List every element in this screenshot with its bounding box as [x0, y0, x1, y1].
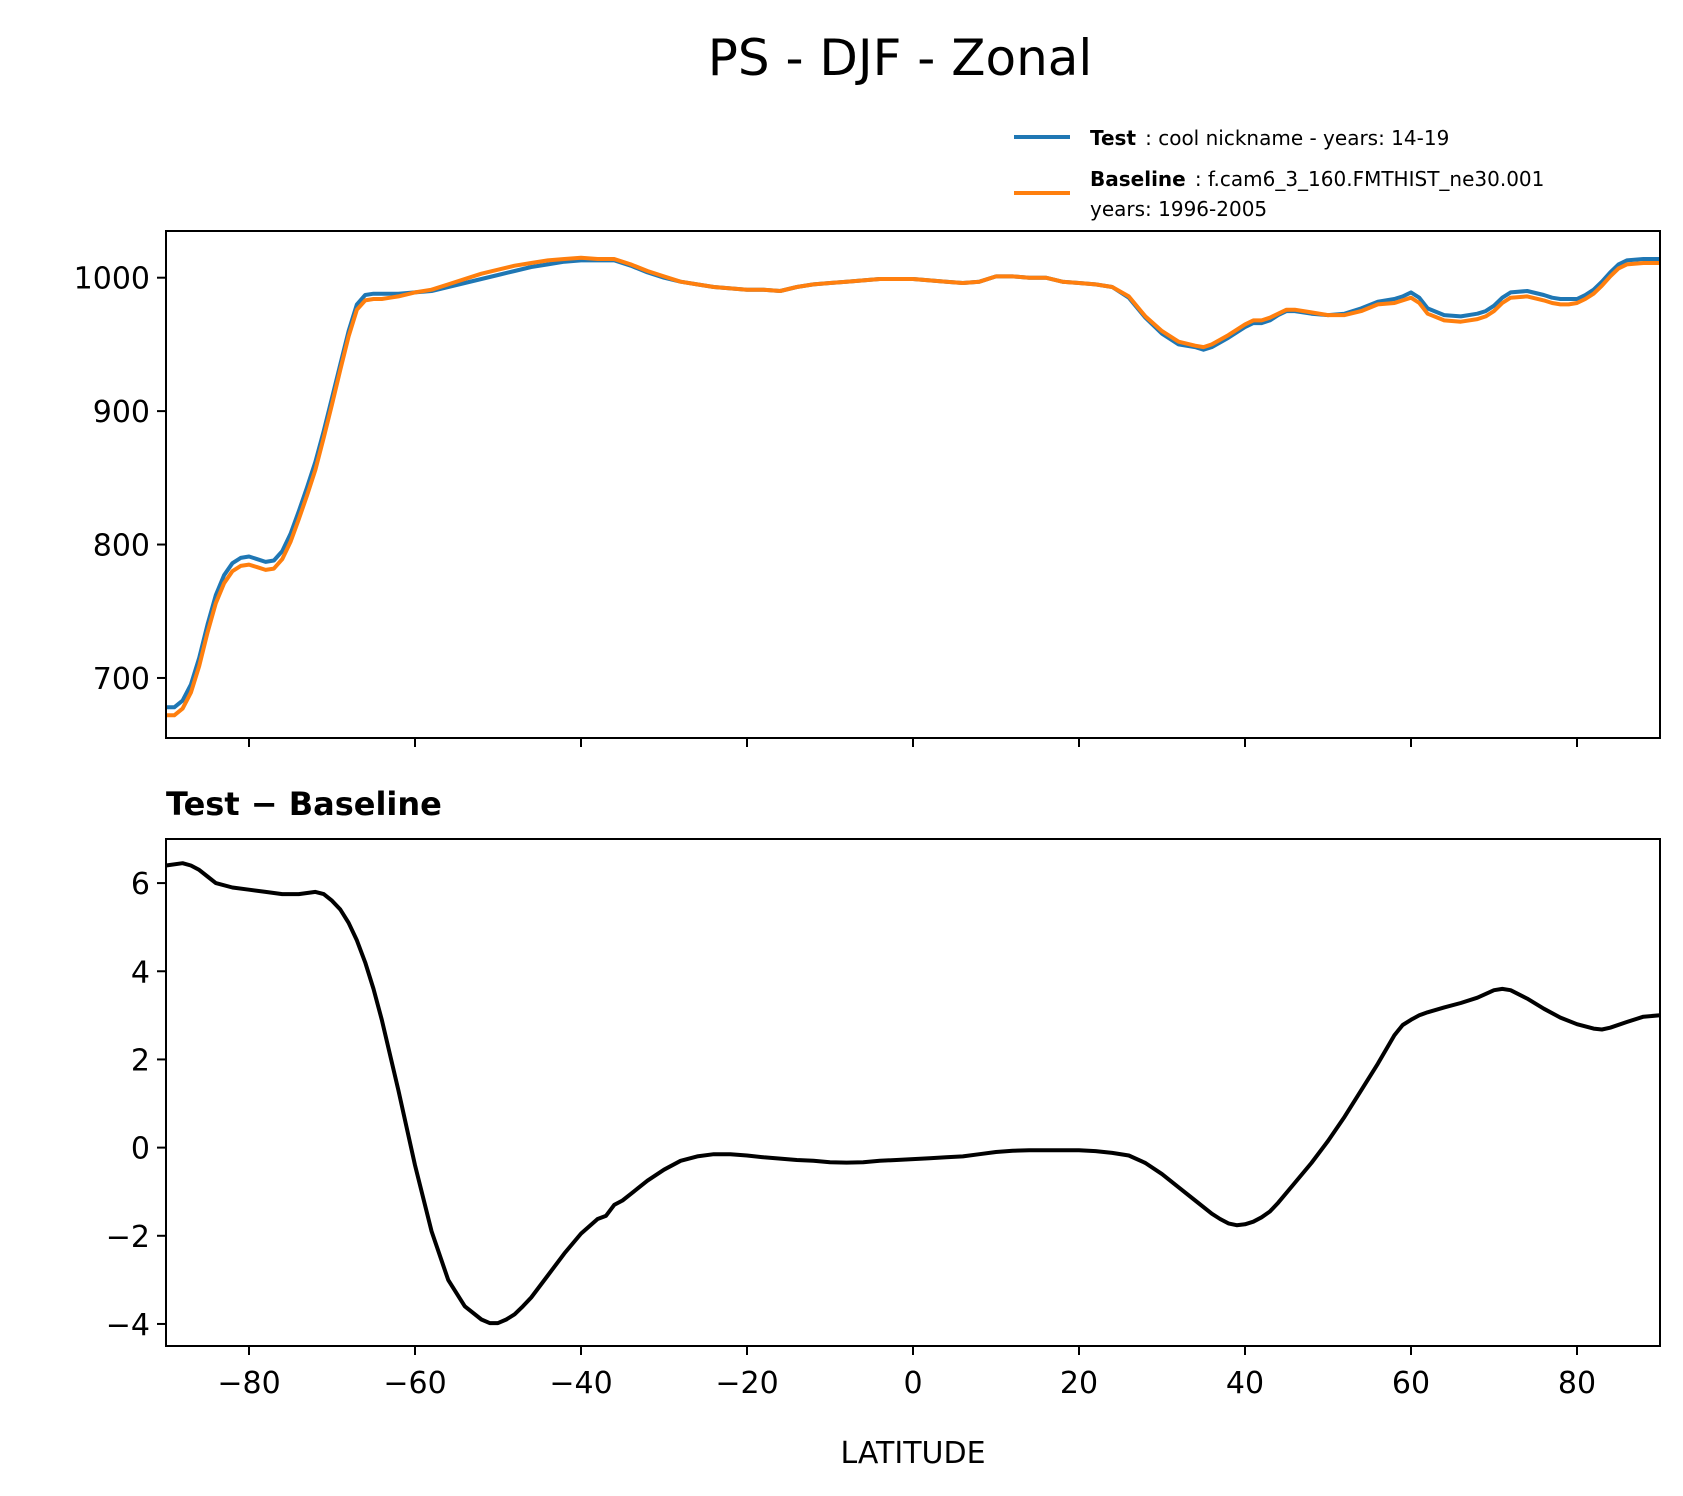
- bottom-xtick-label: 80: [1558, 1366, 1596, 1401]
- top-series-line-baseline: [166, 255, 1660, 718]
- bottom-xtick-label: −20: [715, 1366, 778, 1401]
- legend-test-name: Test: [1090, 126, 1136, 150]
- bottom-xtick-label: −80: [217, 1366, 280, 1401]
- bottom-axes-frame: [165, 838, 1661, 1347]
- bottom-panel-subtitle: Test − Baseline: [166, 785, 442, 823]
- top-panel: 700 800 900 1000: [74, 230, 1661, 747]
- bottom-xtick-label: 20: [1060, 1366, 1098, 1401]
- legend-baseline-name: Baseline: [1090, 167, 1186, 191]
- bottom-xtick-label: −40: [549, 1366, 612, 1401]
- top-x-ticks: [248, 738, 1578, 747]
- bottom-xtick-label: 60: [1392, 1366, 1430, 1401]
- bottom-ytick-label: −2: [106, 1220, 150, 1255]
- bottom-xtick-label: −60: [383, 1366, 446, 1401]
- bottom-xtick-label: 40: [1226, 1366, 1264, 1401]
- bottom-ytick-label: 0: [131, 1132, 150, 1167]
- top-ytick-label: 700: [93, 662, 150, 697]
- bottom-ytick-label: 2: [131, 1043, 150, 1078]
- bottom-ytick-label: 4: [131, 955, 150, 990]
- figure-title: PS - DJF - Zonal: [708, 29, 1093, 87]
- bottom-x-ticks: −80 −60 −40 −20 0 20 40 60 80: [217, 1346, 1596, 1401]
- top-y-ticks: 700 800 900 1000: [74, 262, 166, 697]
- legend-baseline-description: : f.cam6_3_160.FMTHIST_ne30.001: [1195, 167, 1545, 191]
- x-axis-label: LATITUDE: [840, 1436, 985, 1471]
- bottom-ytick-label: 6: [131, 867, 150, 902]
- top-ytick-label: 800: [93, 529, 150, 564]
- bottom-series-line-difference: [165, 861, 1661, 1326]
- legend: Test : cool nickname - years: 14-19 Base…: [1014, 126, 1544, 221]
- legend-entry-test: Test : cool nickname - years: 14-19: [1090, 126, 1449, 150]
- bottom-series-group: [165, 861, 1661, 1326]
- top-axes-frame: [165, 230, 1661, 739]
- bottom-ytick-label: −4: [106, 1308, 150, 1343]
- top-ytick-label: 900: [93, 395, 150, 430]
- legend-baseline-description-line2: years: 1996-2005: [1090, 197, 1267, 221]
- bottom-xtick-label: 0: [903, 1366, 922, 1401]
- legend-test-description: : cool nickname - years: 14-19: [1145, 126, 1449, 150]
- top-series-group: [166, 255, 1660, 718]
- legend-entry-baseline: Baseline : f.cam6_3_160.FMTHIST_ne30.001: [1090, 167, 1544, 191]
- bottom-y-ticks: −4 −2 0 2 4 6: [106, 867, 166, 1343]
- top-ytick-label: 1000: [74, 262, 150, 297]
